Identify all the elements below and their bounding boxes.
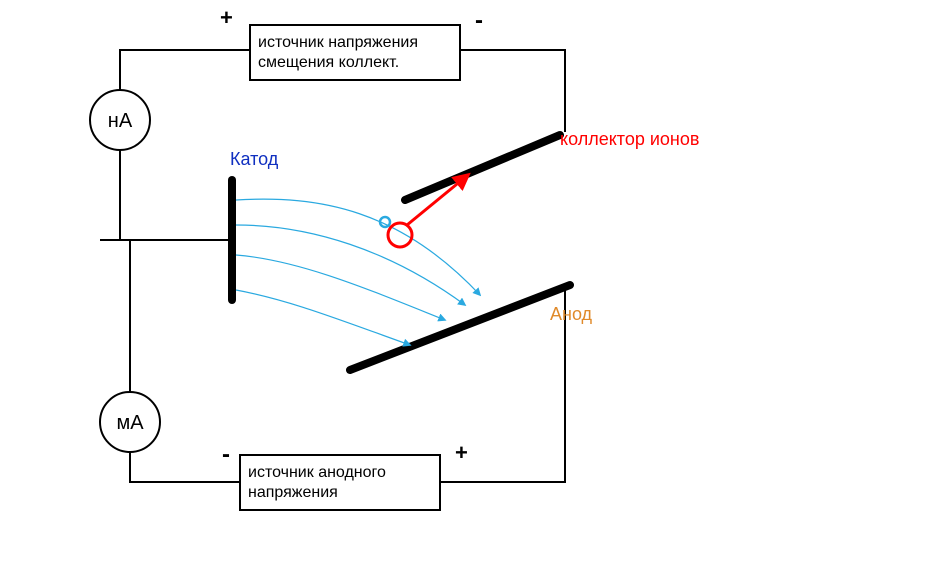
collector-source-line2: смещения коллект. — [258, 54, 399, 71]
anode-label: Анод — [550, 304, 593, 324]
collector-source-minus: - — [475, 7, 483, 34]
anode-source-plus: + — [455, 440, 468, 465]
electron-flows — [236, 199, 480, 345]
collector-source-line1: источник напряжения — [258, 34, 418, 51]
electron-flow-arrow — [236, 255, 445, 320]
collector-source-plus: + — [220, 5, 233, 30]
anode-source-line1: источник анодного — [248, 464, 386, 481]
milliammeter-label: мА — [116, 412, 144, 434]
electron-flow-arrow — [236, 290, 410, 345]
anode-source-line2: напряжения — [248, 484, 338, 501]
wire-segment — [460, 50, 565, 132]
wires — [100, 50, 565, 482]
cathode-label: Катод — [230, 149, 279, 169]
anode-source-minus: - — [222, 441, 230, 468]
anode-electrode — [350, 285, 570, 370]
schematic-canvas: источник напряжения смещения коллект. + … — [0, 0, 945, 562]
wire-segment — [120, 50, 250, 90]
electron-flow-arrow — [236, 225, 465, 305]
nanoammeter-label: нА — [108, 110, 133, 132]
ion-circle-icon — [388, 223, 412, 247]
collector-label: коллектор ионов — [560, 129, 699, 149]
collector-electrode — [405, 135, 560, 200]
wire-segment — [120, 150, 232, 240]
